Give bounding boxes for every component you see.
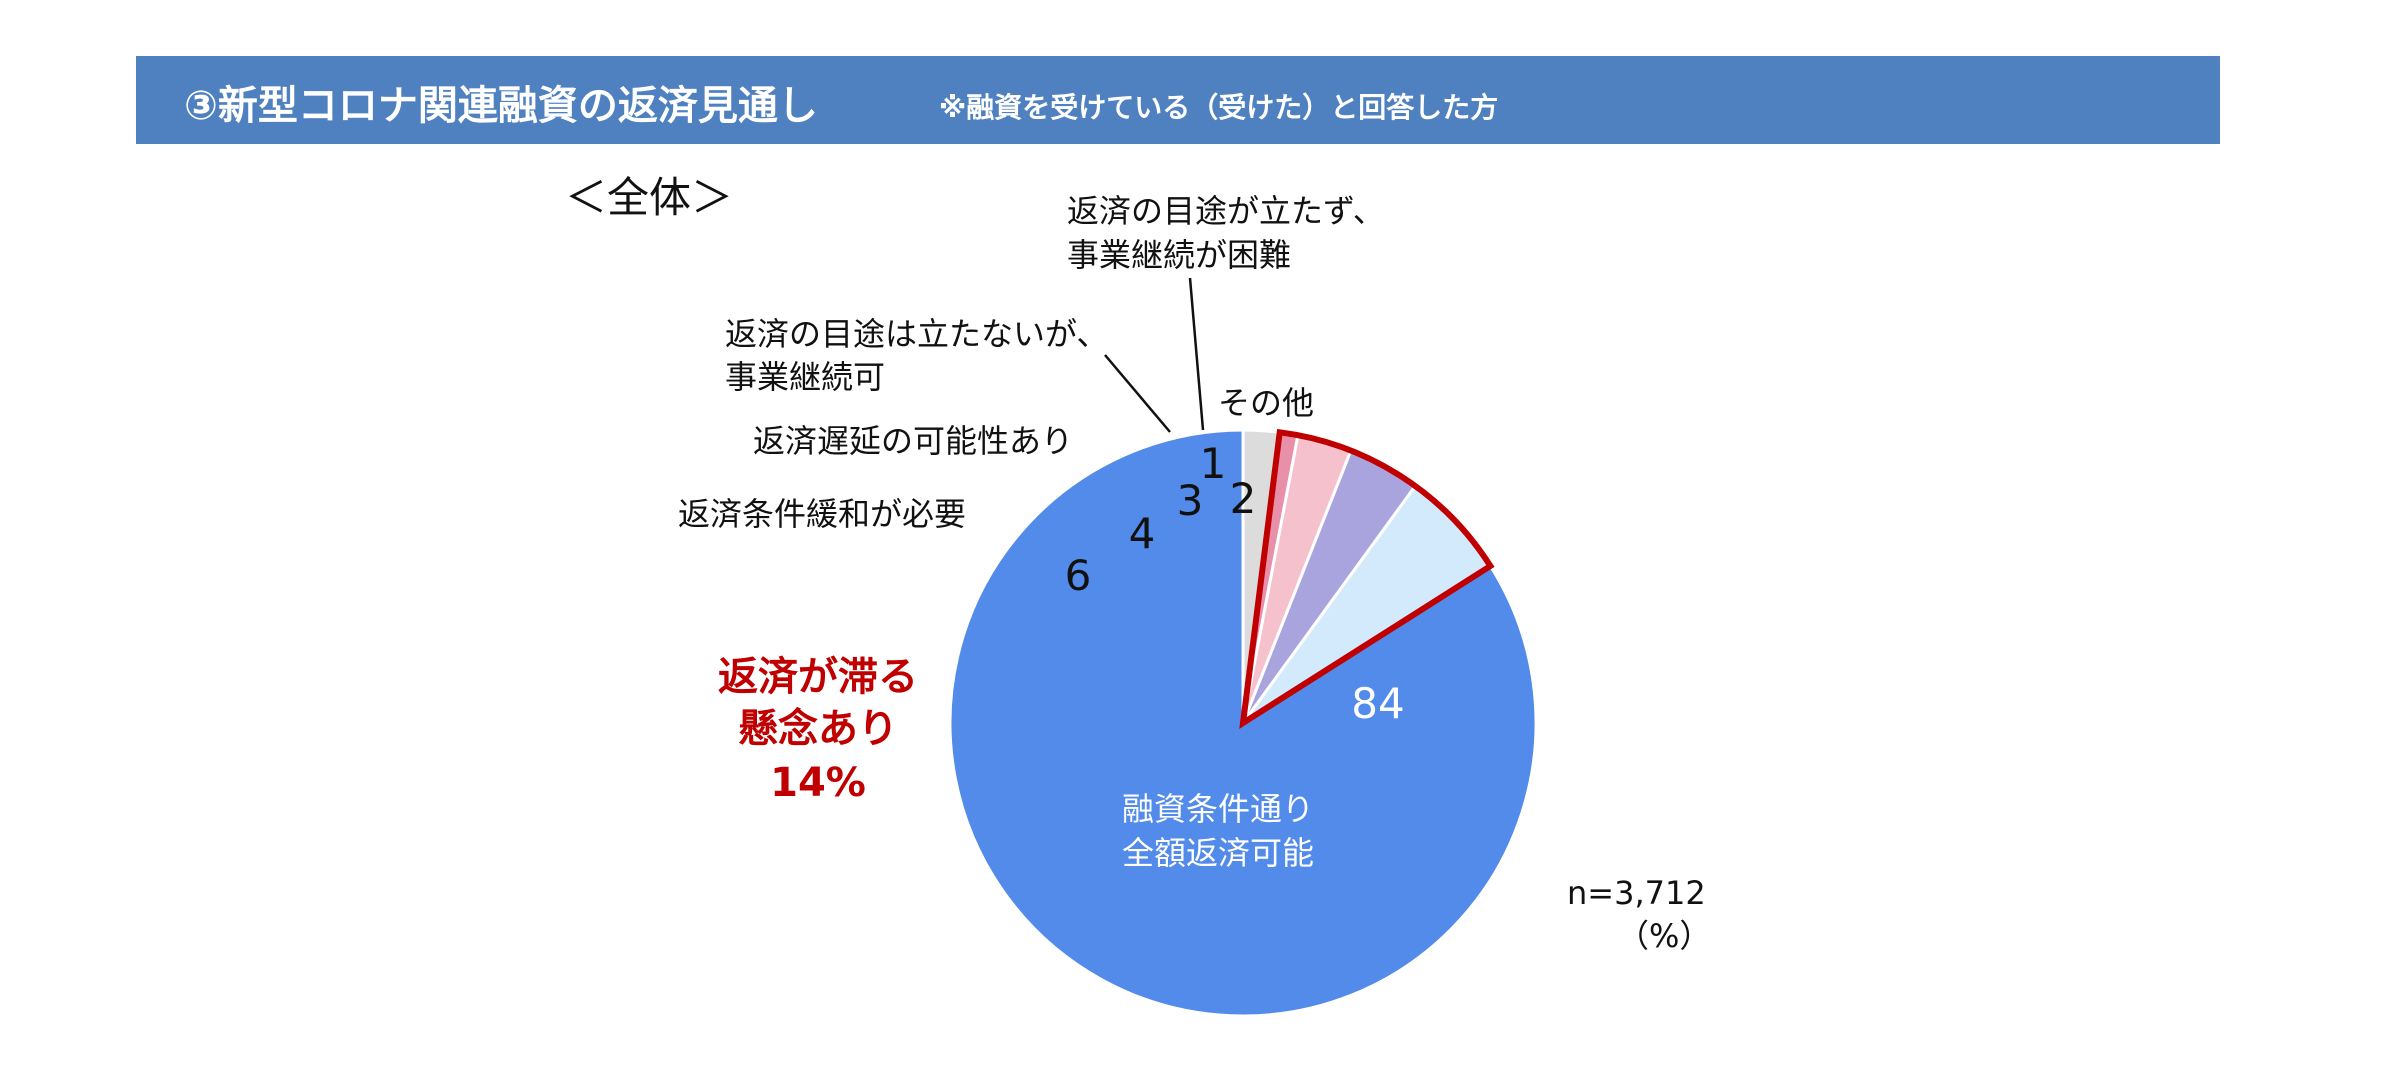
category-label-slice-3-line-2: 事業継続可	[725, 358, 885, 396]
unit-label: （%）	[1617, 917, 1711, 955]
concern-label-line-2: 懸念あり	[738, 706, 898, 752]
value-label-slice-1: 6	[1065, 551, 1092, 600]
chart-subtitle: ＜全体＞	[565, 173, 733, 222]
value-label-slice-5: 2	[1230, 474, 1257, 523]
pie-slices	[948, 428, 1538, 1018]
leader-line-slice-3	[1104, 354, 1171, 433]
value-label-slice-0: 84	[1351, 679, 1404, 728]
category-label-slice-0-line-1: 融資条件通り	[1122, 790, 1314, 828]
concern-highlight-outline	[1239, 428, 1495, 729]
header-title: ③新型コロナ関連融資の返済見通し	[184, 83, 818, 129]
value-label-slice-2: 4	[1129, 509, 1156, 558]
concern-label-line-1: 返済が滞る	[718, 654, 918, 700]
value-label-slice-3: 3	[1177, 476, 1204, 525]
category-label-slice-0-line-2: 全額返済可能	[1122, 834, 1314, 872]
category-label-slice-4-line-1: 返済の目途が立たず、	[1067, 192, 1385, 230]
category-label-slice-5: その他	[1218, 384, 1314, 422]
category-label-slice-2: 返済遅延の可能性あり	[753, 422, 1073, 460]
category-label-slice-1: 返済条件緩和が必要	[678, 495, 966, 533]
sample-size: n=3,712	[1567, 874, 1706, 912]
value-label-slice-4: 1	[1200, 439, 1227, 488]
category-label-slice-4-line-2: 事業継続が困難	[1067, 236, 1291, 274]
category-label-slice-3-line-1: 返済の目途は立たないが、	[725, 315, 1108, 353]
header-note: ※融資を受けている（受けた）と回答した方	[939, 91, 1499, 124]
leader-line-slice-4	[1188, 277, 1205, 431]
concern-label-line-3: 14%	[770, 760, 866, 806]
header-bar: ③新型コロナ関連融資の返済見通し ※融資を受けている（受けた）と回答した方	[136, 56, 2220, 144]
